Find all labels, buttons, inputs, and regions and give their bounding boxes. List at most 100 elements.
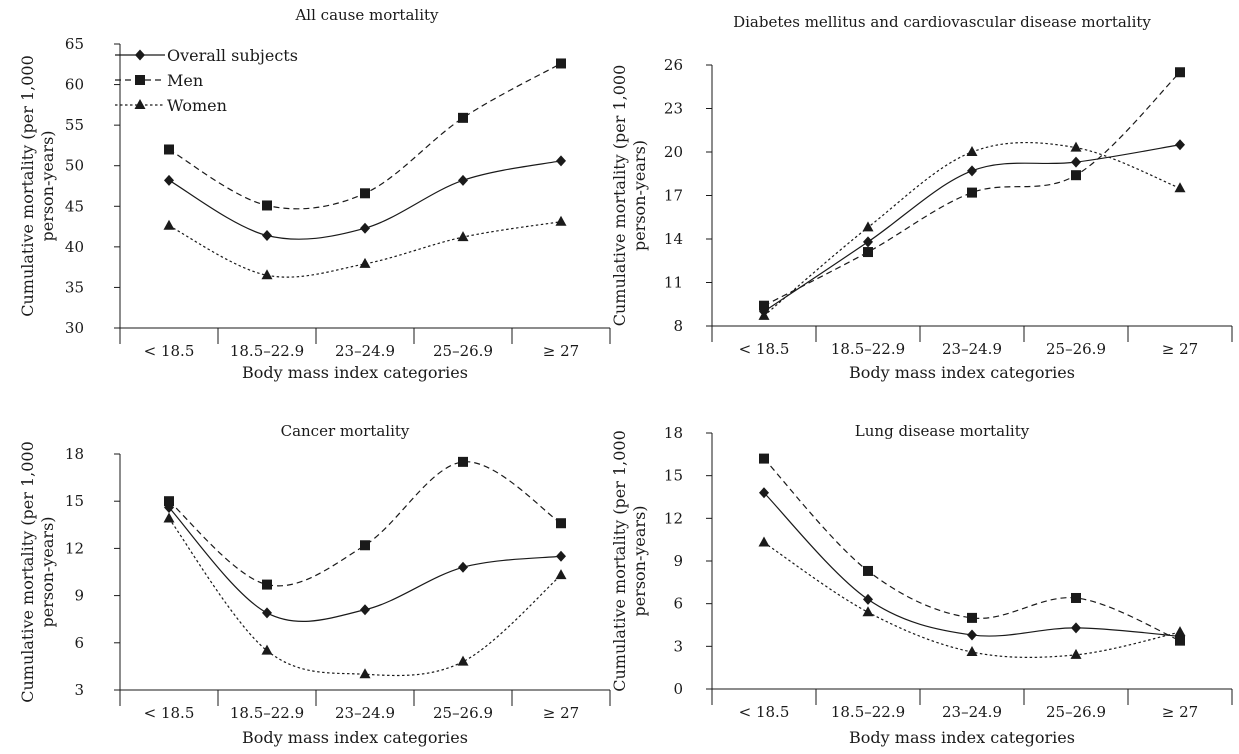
series-men — [759, 453, 1185, 646]
point-women — [758, 309, 770, 320]
point-overall — [360, 222, 370, 234]
x-tick-label: 23–24.9 — [335, 704, 395, 722]
legend-marker-women — [134, 99, 146, 109]
point-women — [1174, 182, 1186, 193]
y-axis-title: Cumulative mortality (per 1,000person-ye… — [18, 441, 57, 703]
y-tick-label: 26 — [664, 56, 683, 74]
point-overall — [759, 487, 769, 499]
y-tick-label: 11 — [664, 274, 683, 292]
y-tick-label: 18 — [664, 424, 683, 442]
y-tick-label: 0 — [673, 680, 683, 698]
point-women — [163, 512, 175, 523]
point-women — [457, 655, 469, 666]
series-line-men — [168, 62, 562, 210]
y-tick-label: 14 — [664, 230, 683, 248]
y-axis-title-line-2: person-years) — [630, 140, 649, 251]
y-tick-label: 12 — [664, 509, 683, 527]
series-overall — [164, 155, 566, 241]
y-tick-label: 45 — [65, 197, 84, 215]
chart-title: Cancer mortality — [281, 422, 410, 440]
point-men — [863, 247, 873, 258]
y-tick-label: 8 — [673, 317, 683, 335]
point-women — [163, 219, 175, 230]
y-tick-label: 40 — [65, 238, 84, 256]
y-tick-label: 9 — [673, 552, 683, 570]
series-women — [758, 536, 1186, 659]
x-axis-title: Body mass index categories — [849, 363, 1075, 382]
point-men — [262, 579, 272, 590]
legend: Overall subjects Men Women — [115, 46, 298, 115]
y-axis-title: Cumulative mortality (per 1,000person-ye… — [610, 430, 649, 692]
x-tick-label: 25–26.9 — [1046, 340, 1106, 358]
point-men — [759, 300, 769, 311]
y-axis-title-line-1: Cumulative mortality (per 1,000 — [18, 55, 37, 317]
y-tick-label: 15 — [664, 467, 683, 485]
legend-label-overall: Overall subjects — [167, 46, 298, 65]
point-overall — [1071, 622, 1081, 634]
point-overall — [262, 607, 272, 619]
series-line-women — [168, 518, 562, 677]
point-overall — [967, 165, 977, 177]
y-tick-label: 20 — [664, 143, 683, 161]
panel-all-cause: All cause mortality 30 35 40 45 50 55 60 65 < 18.… — [18, 6, 611, 382]
y-tick-label: 17 — [664, 187, 683, 205]
y-axis-title-line-1: Cumulative mortality (per 1,000 — [610, 430, 629, 692]
series-line-men — [763, 458, 1181, 642]
y-axis-title-line-2: person-years) — [38, 130, 57, 241]
x-tick-label: < 18.5 — [739, 340, 790, 358]
x-tick-label: 25–26.9 — [1046, 703, 1106, 721]
x-tick-label: 18.5–22.9 — [831, 703, 905, 721]
point-men — [1175, 67, 1185, 78]
y-axis-title: Cumulative mortality (per 1,000person-ye… — [610, 65, 649, 327]
y-axis-title-line-2: person-years) — [630, 505, 649, 616]
x-tick-label: ≥ 27 — [543, 704, 579, 722]
x-tick-label: 25–26.9 — [433, 342, 493, 360]
point-overall — [164, 174, 174, 186]
point-women — [457, 231, 469, 242]
series-men — [759, 67, 1185, 311]
point-men — [458, 112, 468, 123]
y-axis-title-line-1: Cumulative mortality (per 1,000 — [18, 441, 37, 703]
point-men — [967, 187, 977, 198]
x-tick-label: 23–24.9 — [942, 703, 1002, 721]
y-tick-label: 50 — [65, 157, 84, 175]
point-women — [862, 606, 874, 617]
series-overall — [164, 501, 566, 623]
series-overall — [759, 487, 1185, 642]
point-overall — [863, 593, 873, 605]
x-tick-label: 25–26.9 — [433, 704, 493, 722]
point-men — [1071, 170, 1081, 181]
legend-label-men: Men — [167, 71, 203, 90]
point-men — [863, 565, 873, 576]
y-axis-title-line-1: Cumulative mortality (per 1,000 — [610, 65, 629, 327]
point-overall — [967, 629, 977, 641]
series-women — [758, 141, 1186, 320]
x-axis-title: Body mass index categories — [849, 728, 1075, 747]
point-men — [164, 144, 174, 155]
point-women — [555, 569, 567, 580]
y-tick-label: 30 — [65, 319, 84, 337]
point-overall — [458, 561, 468, 573]
point-women — [1070, 648, 1082, 659]
y-tick-label: 3 — [74, 681, 84, 699]
y-tick-label: 23 — [664, 100, 683, 118]
series-men — [164, 456, 566, 590]
series-line-men — [168, 461, 562, 587]
panel-cancer: Cancer mortality 3 6 9 12 15 18 < 18.5 18.5–22.9… — [18, 422, 611, 747]
point-women — [966, 646, 978, 657]
x-axis-title: Body mass index categories — [242, 363, 468, 382]
point-women — [261, 269, 273, 280]
x-tick-label: 23–24.9 — [942, 340, 1002, 358]
y-tick-label: 9 — [74, 587, 84, 605]
point-men — [967, 612, 977, 623]
x-tick-label: 18.5–22.9 — [230, 704, 304, 722]
point-men — [1175, 635, 1185, 646]
point-men — [262, 200, 272, 211]
y-tick-label: 3 — [673, 637, 683, 655]
point-overall — [863, 236, 873, 248]
series-line-overall — [168, 507, 562, 623]
y-tick-label: 18 — [65, 445, 84, 463]
series-women — [163, 512, 567, 679]
point-men — [759, 453, 769, 464]
x-tick-label: 18.5–22.9 — [230, 342, 304, 360]
